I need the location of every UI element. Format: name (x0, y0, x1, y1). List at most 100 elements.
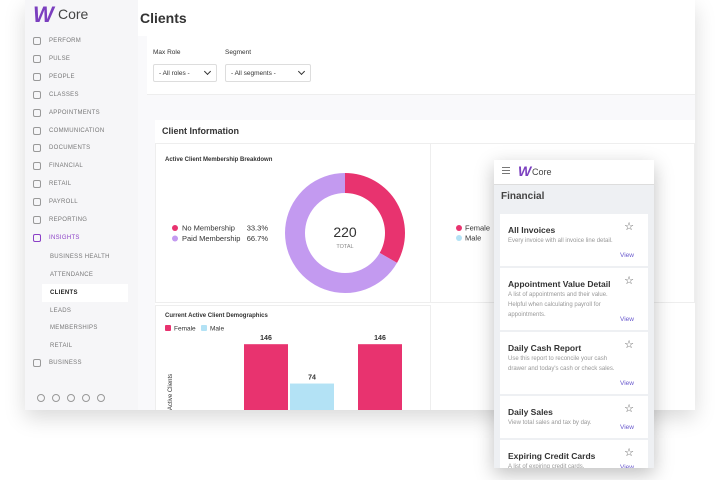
nav-icon (33, 144, 41, 153)
nav-icon (33, 108, 41, 117)
footer-icon[interactable] (97, 394, 105, 402)
value-label: 33.3% (247, 224, 269, 233)
report-link[interactable]: View (620, 464, 634, 468)
report-title: Expiring Credit Cards (508, 451, 596, 461)
report-title: Daily Sales (508, 407, 553, 417)
report-description: Use this report to reconcile your cash d… (508, 356, 615, 372)
filter-value: - All roles - (159, 70, 190, 77)
report-title: Appointment Value Detail (508, 279, 611, 289)
data-label: 146 (374, 335, 386, 342)
donut-total: 220 (333, 224, 357, 240)
nav-item[interactable]: RETAIL (49, 181, 72, 188)
report-link[interactable]: View (620, 316, 634, 323)
filter-label: Max Role (153, 49, 181, 56)
menu-icon[interactable] (502, 167, 510, 168)
donut-slice (285, 173, 398, 294)
section-title: Client Information (162, 126, 239, 136)
nav-subitem[interactable]: ATTENDANCE (50, 271, 94, 278)
report-link[interactable]: View (620, 424, 634, 431)
nav-item[interactable]: COMMUNICATION (49, 127, 105, 134)
panel-logo-mark: W (518, 163, 532, 179)
y-axis-label: Active Clients (168, 374, 174, 410)
nav-icon (33, 126, 41, 135)
report-item[interactable]: Expiring Credit Cards A list of expiring … (500, 440, 648, 468)
report-link[interactable]: View (620, 380, 634, 387)
star-icon[interactable]: ☆ (624, 221, 634, 233)
star-icon[interactable]: ☆ (624, 275, 634, 287)
report-item[interactable]: Daily Sales View total sales and tax by d… (500, 396, 648, 438)
data-label: 74 (308, 375, 316, 382)
footer-icon[interactable] (37, 394, 45, 402)
nav-icon (33, 37, 41, 45)
filter-label: Segment (225, 49, 252, 56)
nav-subitem[interactable]: BUSINESS HEALTH (50, 253, 110, 260)
logo-text: Core (58, 6, 89, 22)
chevron (203, 67, 212, 76)
chart-title: Current Active Client Demographics (165, 313, 268, 319)
legend-swatch (456, 225, 462, 231)
nav-item[interactable]: PEOPLE (49, 73, 75, 80)
legend-swatch (456, 235, 462, 241)
report-title: Daily Cash Report (508, 343, 582, 353)
legend-swatch (165, 325, 171, 331)
nav-icon (33, 198, 41, 207)
report-link[interactable]: View (620, 252, 634, 259)
report-title: All Invoices (508, 225, 556, 235)
nav-subitem[interactable]: MEMBERSHIPS (50, 325, 98, 332)
filter-select[interactable]: - All segments - (225, 64, 311, 82)
filter-select[interactable]: - All roles - (153, 64, 217, 82)
legend-label: Female (174, 326, 196, 333)
nav-icon (33, 180, 41, 189)
bar (290, 383, 334, 410)
star-icon[interactable]: ☆ (624, 447, 634, 459)
legend-label: Male (465, 234, 481, 243)
nav-item[interactable]: PULSE (49, 55, 71, 62)
chart-title: Active Client Membership Breakdown (165, 157, 273, 163)
nav-item[interactable]: INSIGHTS (49, 234, 80, 241)
nav-icon (33, 54, 41, 63)
panel-logo-text: Core (532, 167, 552, 177)
footer-icon[interactable] (67, 394, 75, 402)
sidebar: W Core PERFORM PULSE PEOPLE CLASSES APPOINTM… (25, 0, 138, 410)
nav-icon (33, 359, 41, 368)
legend-label: Paid Membership (182, 234, 240, 243)
panel-title: Financial (501, 191, 545, 202)
report-item[interactable]: All Invoices Every invoice with all invoi… (500, 214, 648, 266)
filter-value: - All segments - (231, 70, 276, 77)
nav-icon (33, 90, 41, 99)
page-title: Clients (140, 10, 187, 26)
nav-item[interactable]: FINANCIAL (49, 163, 84, 170)
star-icon[interactable]: ☆ (624, 403, 634, 415)
footer-icon[interactable] (52, 394, 60, 402)
logo-mark: W (33, 2, 54, 27)
report-panel: W Core Financial All Invoices Every invoi… (494, 160, 654, 468)
report-item[interactable]: Daily Cash Report Use this report to reco… (500, 332, 648, 394)
nav-subitem[interactable]: LEADS (50, 307, 72, 314)
report-description: A list of expiring credit cards. (508, 464, 585, 468)
nav-item[interactable]: DOCUMENTS (49, 145, 91, 152)
bar (358, 344, 402, 410)
legend-swatch (172, 225, 178, 231)
footer-icon[interactable] (82, 394, 90, 402)
nav-item[interactable]: BUSINESS (49, 360, 82, 367)
data-label: 146 (260, 335, 272, 342)
nav-item[interactable]: CLASSES (49, 91, 79, 98)
legend-label: Female (465, 224, 490, 233)
legend-swatch (201, 325, 207, 331)
nav-item[interactable]: APPOINTMENTS (49, 109, 100, 116)
panel-header (494, 160, 654, 185)
nav-item[interactable]: PAYROLL (49, 199, 78, 206)
nav-subitem[interactable]: RETAIL (50, 343, 73, 350)
nav-item[interactable]: REPORTING (49, 217, 88, 223)
bar (244, 344, 288, 410)
report-description: A list of appointments and their value. … (508, 292, 608, 318)
legend-label: Male (210, 326, 224, 333)
nav-item[interactable]: PERFORM (49, 38, 82, 44)
star-icon[interactable]: ☆ (624, 339, 634, 351)
nav-icon (33, 162, 41, 171)
nav-subitem[interactable]: CLIENTS (42, 283, 128, 302)
nav-icon (33, 72, 41, 81)
report-item[interactable]: Appointment Value Detail A list of appoin… (500, 268, 648, 330)
report-description: View total sales and tax by day. (508, 420, 592, 426)
